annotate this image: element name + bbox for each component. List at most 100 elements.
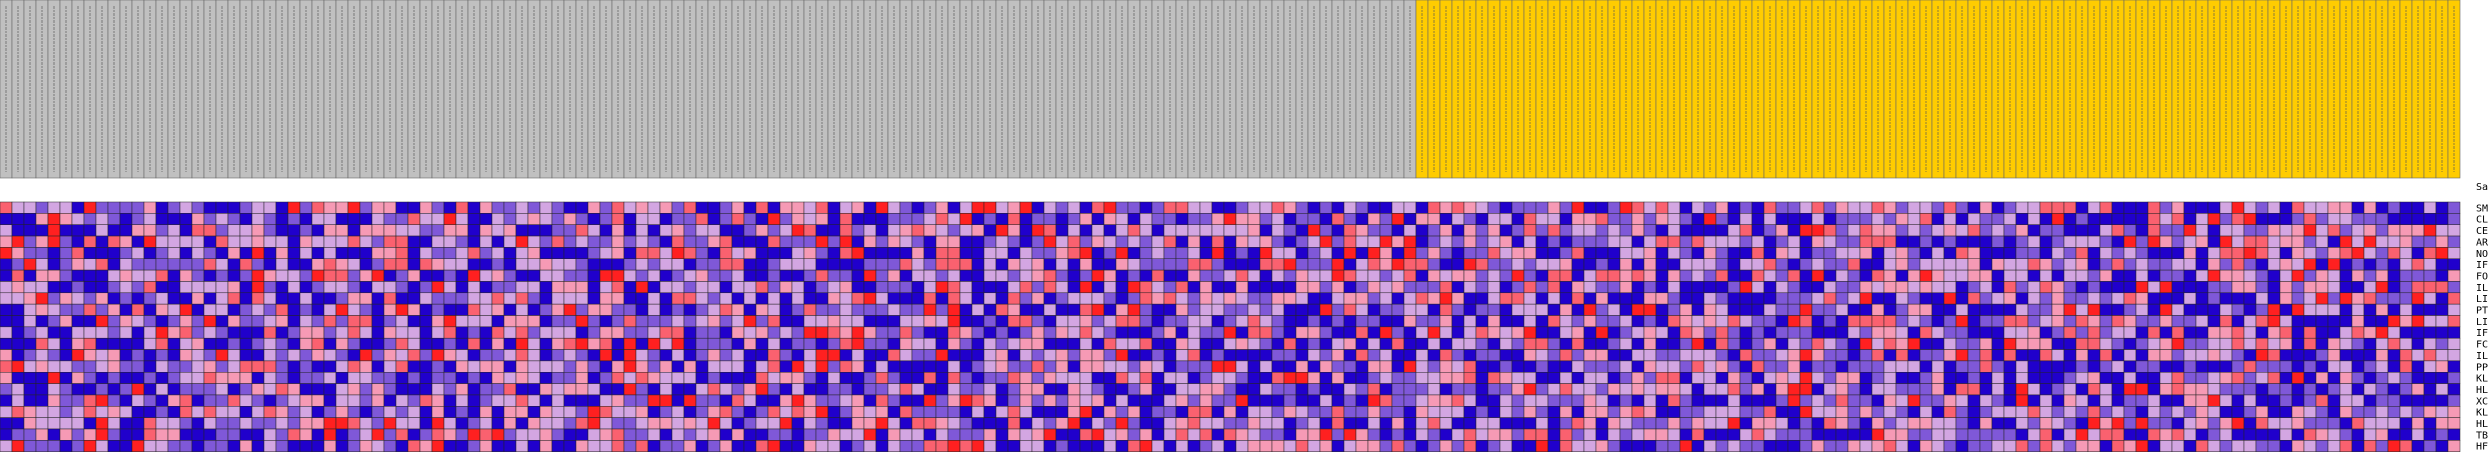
heatmap-cell (887, 383, 901, 396)
heatmap-cell (599, 428, 613, 441)
heatmap-cell (11, 406, 25, 418)
heatmap-cell (2207, 337, 2221, 350)
heatmap-cell (863, 269, 877, 282)
heatmap-cell (1343, 360, 1357, 373)
heatmap-cell (695, 428, 709, 441)
heatmap-cell (2027, 281, 2041, 294)
heatmap-cell (1775, 269, 1789, 282)
heatmap-cell (599, 440, 613, 452)
heatmap-cell (1007, 360, 1021, 373)
heatmap-cell (1799, 281, 1813, 294)
heatmap-cell (1583, 269, 1597, 282)
heatmap-cell (1271, 337, 1285, 350)
heatmap-cell (911, 337, 925, 350)
heatmap-cell (1319, 349, 1333, 362)
heatmap-cell (1379, 417, 1393, 430)
heatmap-cell (479, 383, 493, 396)
heatmap-cell (1367, 269, 1381, 282)
heatmap-cell (1031, 281, 1045, 294)
heatmap-cell (1871, 428, 1885, 441)
heatmap-cell (1307, 235, 1321, 248)
heatmap-cell (2447, 281, 2461, 294)
heatmap-cell (2159, 349, 2173, 362)
heatmap-cell (635, 269, 649, 282)
heatmap-cell (827, 235, 841, 248)
heatmap-cell (1511, 201, 1525, 214)
heatmap-cell (1271, 383, 1285, 396)
heatmap-cell (59, 258, 73, 271)
heatmap-cell (935, 315, 949, 328)
heatmap-cell (1199, 224, 1213, 237)
heatmap-cell (1715, 269, 1729, 282)
heatmap-cell (1451, 417, 1465, 430)
heatmap-cell (995, 372, 1009, 384)
heatmap-cell (2243, 406, 2257, 418)
heatmap-cell (131, 349, 145, 362)
heatmap-cell (299, 337, 313, 350)
heatmap-cell (1367, 440, 1381, 452)
heatmap-cell (119, 326, 133, 339)
heatmap-cell (155, 337, 169, 350)
heatmap-cell (2219, 360, 2233, 373)
heatmap-cell (959, 406, 973, 418)
heatmap-cell (1475, 326, 1489, 339)
heatmap-cell (143, 337, 157, 350)
heatmap-cell (455, 235, 469, 248)
heatmap-cell (791, 269, 805, 282)
heatmap-cell (1151, 326, 1165, 339)
heatmap-cell (1451, 440, 1465, 452)
heatmap-cell (623, 360, 637, 373)
heatmap-cell (2183, 349, 2197, 362)
heatmap-cell (1475, 394, 1489, 407)
heatmap-cell (1499, 406, 1513, 418)
heatmap-cell (2339, 247, 2353, 259)
heatmap-cell (71, 292, 85, 305)
heatmap-cell (1127, 440, 1141, 452)
heatmap-cell (179, 315, 193, 328)
heatmap-cell (1151, 269, 1165, 282)
heatmap-cell (2375, 269, 2389, 282)
heatmap-cell (2375, 303, 2389, 316)
heatmap-cell (515, 417, 529, 430)
heatmap-cell (2387, 303, 2401, 316)
heatmap-cell (1103, 440, 1117, 452)
heatmap-cell (2327, 269, 2341, 282)
heatmap-cell (611, 224, 625, 237)
heatmap-cell (2387, 326, 2401, 339)
heatmap-cell (1703, 349, 1717, 362)
heatmap-cell (587, 394, 601, 407)
heatmap-cell (155, 269, 169, 282)
heatmap-cell (911, 247, 925, 259)
heatmap-cell (1715, 281, 1729, 294)
heatmap-cell (791, 417, 805, 430)
heatmap-cell (1811, 326, 1825, 339)
heatmap-cell (1403, 315, 1417, 328)
heatmap-cell (1523, 417, 1537, 430)
heatmap-cell (551, 326, 565, 339)
heatmap-cell (503, 440, 517, 452)
heatmap-cell (1727, 213, 1741, 225)
heatmap-cell (695, 224, 709, 237)
heatmap-cell (467, 349, 481, 362)
heatmap-cell (719, 440, 733, 452)
heatmap-cell (659, 394, 673, 407)
heatmap-cell (2423, 383, 2437, 396)
heatmap-cell (995, 349, 1009, 362)
heatmap-cell (1019, 349, 1033, 362)
heatmap-cell (935, 281, 949, 294)
heatmap-cell (1415, 303, 1429, 316)
heatmap-cell (203, 406, 217, 418)
heatmap-cell (359, 281, 373, 294)
heatmap-cell (1031, 315, 1045, 328)
heatmap-cell (1991, 269, 2005, 282)
heatmap-cell (1151, 383, 1165, 396)
heatmap-cell (1631, 269, 1645, 282)
heatmap-cell (1811, 428, 1825, 441)
heatmap-cell (2255, 428, 2269, 441)
heatmap-cell (1307, 315, 1321, 328)
heatmap-cell (1511, 224, 1525, 237)
heatmap-cell (815, 201, 829, 214)
heatmap-cell (899, 281, 913, 294)
heatmap-cell (2399, 315, 2413, 328)
heatmap-cell (1751, 292, 1765, 305)
